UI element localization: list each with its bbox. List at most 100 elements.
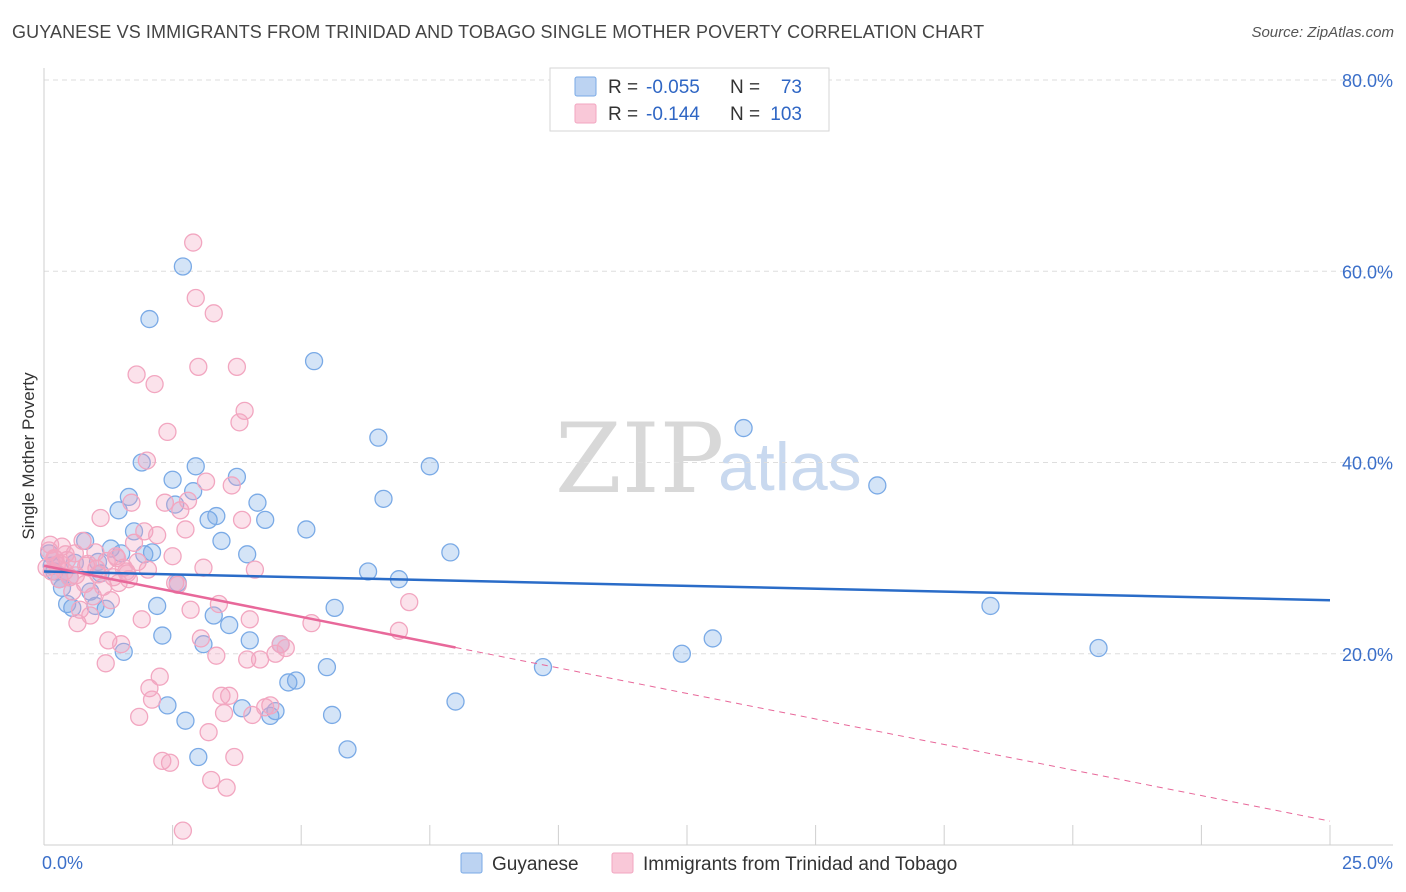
legend-n-label-2: N = — [730, 104, 760, 125]
point-s0-24 — [148, 596, 167, 616]
point-s0-46 — [256, 510, 275, 530]
point-s1-36 — [130, 707, 149, 727]
legend: R = -0.055 N = 73 R = -0.144 N = 103 — [549, 67, 830, 132]
point-s1-53 — [173, 821, 193, 840]
point-s1-97 — [97, 551, 116, 571]
point-s0-56 — [325, 598, 344, 617]
point-s1-49 — [163, 547, 182, 566]
point-s1-37 — [132, 610, 151, 629]
point-s0-70 — [981, 596, 1000, 616]
trend-line-0 — [43, 570, 1331, 602]
point-s0-34 — [189, 747, 208, 767]
point-s1-25 — [101, 591, 121, 610]
point-s0-68 — [734, 418, 753, 438]
point-s0-66 — [672, 644, 692, 663]
point-s1-59 — [189, 357, 208, 377]
point-s0-54 — [317, 657, 337, 677]
point-s1-29 — [112, 635, 131, 654]
point-s0-48 — [266, 701, 285, 721]
y-tick-labels: 20.0% 40.0% 60.0% 80.0% — [1342, 71, 1393, 665]
point-s1-60 — [191, 629, 211, 648]
point-s1-48 — [160, 753, 180, 772]
point-s1-77 — [235, 401, 254, 421]
legend-n-value-2: 103 — [770, 104, 802, 125]
point-s0-59 — [369, 428, 388, 447]
point-s1-62 — [196, 472, 216, 491]
series-1-points — [37, 233, 419, 840]
point-s1-63 — [199, 723, 218, 742]
y-tick-label-0: 20.0% — [1342, 645, 1393, 665]
point-s1-54 — [176, 520, 195, 539]
point-s0-44 — [240, 631, 259, 650]
point-s0-27 — [163, 470, 182, 489]
point-s1-52 — [171, 501, 190, 520]
point-s0-13 — [96, 599, 115, 618]
point-s1-56 — [181, 600, 200, 619]
legend-swatch-guyanese — [574, 76, 597, 97]
point-s1-23 — [96, 654, 115, 673]
point-s0-31 — [176, 711, 195, 730]
point-s0-71 — [1089, 638, 1108, 658]
point-s0-30 — [173, 257, 193, 276]
point-s0-33 — [186, 457, 205, 476]
chart-title: GUYANESE VS IMMIGRANTS FROM TRINIDAD AND… — [12, 22, 985, 42]
bottom-legend-swatch-guyanese — [460, 852, 483, 874]
point-s1-39 — [137, 451, 157, 470]
point-s0-64 — [446, 692, 465, 711]
y-tick-label-3: 80.0% — [1342, 71, 1393, 91]
point-s1-78 — [238, 650, 257, 669]
point-s1-74 — [227, 357, 247, 377]
point-s1-91 — [41, 535, 60, 554]
point-s0-38 — [207, 506, 226, 526]
point-s1-55 — [178, 491, 198, 510]
point-s1-21 — [91, 508, 110, 528]
point-s1-84 — [261, 696, 280, 715]
point-s0-65 — [533, 657, 553, 677]
point-s1-35 — [127, 365, 146, 384]
point-s1-17 — [81, 606, 100, 625]
point-s1-87 — [276, 638, 295, 658]
bottom-legend-guyanese: Guyanese — [492, 854, 579, 875]
point-s1-42 — [145, 374, 164, 394]
point-s0-60 — [374, 489, 393, 508]
point-s1-76 — [232, 510, 252, 530]
point-s1-69 — [214, 703, 234, 723]
point-s1-34 — [124, 533, 144, 552]
bottom-legend-trinidad: Immigrants from Trinidad and Tobago — [643, 854, 957, 875]
point-s1-46 — [155, 493, 175, 512]
point-s1-58 — [186, 288, 205, 308]
point-s1-73 — [225, 747, 244, 767]
point-s0-62 — [420, 457, 439, 476]
y-tick-label-1: 40.0% — [1342, 454, 1393, 474]
point-s1-41 — [142, 690, 162, 709]
point-s0-51 — [286, 671, 306, 690]
legend-r-label-2: R = — [608, 104, 638, 125]
point-s0-43 — [238, 545, 257, 564]
point-s0-40 — [220, 615, 239, 635]
bottom-legend-swatch-trinidad — [611, 852, 634, 874]
point-s0-45 — [248, 493, 267, 512]
point-s0-42 — [232, 699, 252, 718]
point-s1-64 — [202, 770, 221, 790]
point-s0-32 — [184, 482, 203, 501]
point-s1-98 — [107, 548, 127, 568]
point-s1-70 — [217, 778, 236, 797]
point-s1-72 — [222, 476, 241, 495]
point-s1-85 — [266, 644, 285, 663]
watermark-zip: ZIP — [555, 403, 724, 515]
point-s0-41 — [227, 467, 247, 486]
point-s0-26 — [158, 696, 177, 715]
legend-r-label-1: R = — [608, 77, 638, 98]
point-s0-37 — [204, 606, 223, 625]
point-s0-67 — [703, 629, 722, 648]
point-s1-43 — [148, 526, 167, 545]
bottom-legend: Guyanese Immigrants from Trinidad and To… — [460, 852, 957, 875]
point-s0-25 — [153, 626, 172, 645]
point-s0-23 — [142, 543, 162, 562]
point-s1-13 — [70, 600, 90, 619]
trend-lines — [43, 564, 1331, 822]
point-s1-61 — [194, 558, 213, 577]
point-s1-100 — [128, 552, 147, 572]
point-s1-90 — [400, 592, 419, 612]
